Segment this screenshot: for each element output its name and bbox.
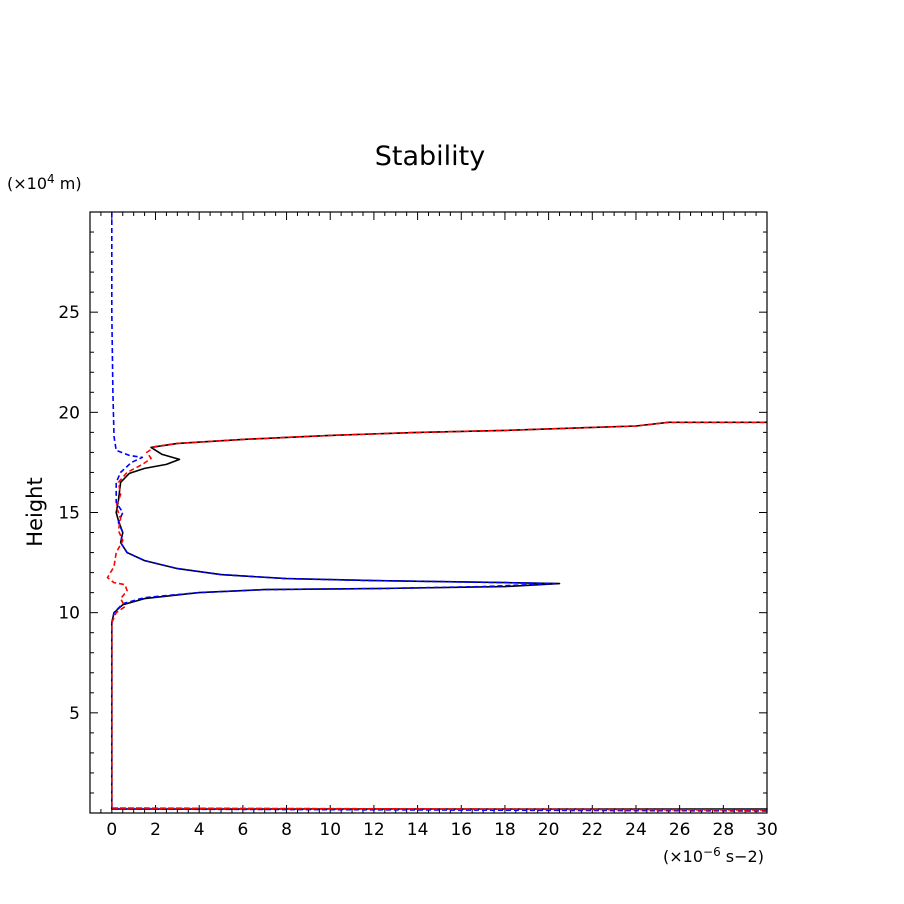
x-axis-unit: (×10−6 s−2) [663,845,764,866]
y-tick-label: 5 [69,704,80,724]
x-tick-label: 24 [625,820,647,840]
x-tick-label: 12 [363,820,385,840]
y-unit-prefix: (×10 [7,174,47,193]
x-tick-label: 20 [538,820,560,840]
axis-ticks [89,212,768,813]
x-unit-exponent: −6 [703,845,721,859]
x-tick-label: 6 [237,820,248,840]
series-line-3 [106,421,768,811]
plot-frame [89,211,768,814]
x-tick-label: 28 [713,820,735,840]
x-tick-label: 16 [450,820,472,840]
x-unit-suffix: s−2) [721,847,764,866]
x-unit-prefix: (×10 [663,847,703,866]
y-unit-suffix: m) [55,174,82,193]
series-layer [106,212,768,812]
series-line-1 [111,421,768,810]
x-tick-label: 30 [756,820,778,840]
x-tick-label: 18 [494,820,516,840]
x-tick-label: 0 [106,820,117,840]
series-line-2 [111,212,768,812]
x-tick-label: 4 [194,820,205,840]
y-tick-label: 15 [58,504,80,524]
x-tick-label: 26 [669,820,691,840]
chart-title: Stability [375,141,486,172]
x-tick-label: 14 [407,820,429,840]
y-tick-label: 25 [58,303,80,323]
x-tick-label: 2 [150,820,161,840]
y-unit-exponent: 4 [47,172,55,186]
y-axis-unit: (×104 m) [7,172,82,193]
y-axis-label: Height [23,477,47,546]
y-tick-label: 20 [58,403,80,423]
x-tick-label: 22 [581,820,603,840]
x-tick-label: 10 [319,820,341,840]
x-tick-label: 8 [281,820,292,840]
y-tick-label: 10 [58,604,80,624]
